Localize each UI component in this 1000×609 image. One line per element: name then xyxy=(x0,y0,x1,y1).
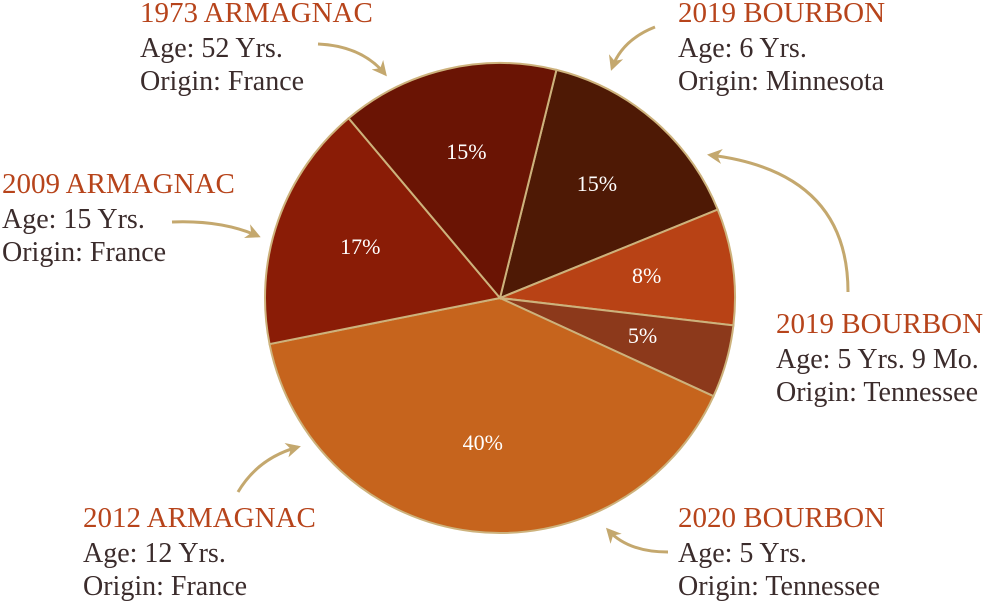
annotation-age: Age: 5 Yrs. xyxy=(678,538,807,569)
value-label: 15% xyxy=(446,139,486,164)
value-label: 8% xyxy=(632,263,661,288)
pie-slice xyxy=(347,62,558,301)
annotation-age: Age: 5 Yrs. 9 Mo. xyxy=(776,344,979,375)
value-label: 5% xyxy=(628,323,657,348)
arrows xyxy=(171,25,850,554)
arrow xyxy=(171,220,261,238)
annotation-origin: Origin: France xyxy=(140,66,304,97)
pie-slice xyxy=(499,208,736,327)
annotation-title: 2020 BOURBON xyxy=(678,502,885,534)
annotation-title: 2012 ARMAGNAC xyxy=(83,502,316,534)
pie-slice xyxy=(264,116,502,346)
annotation-origin: Origin: Tennessee xyxy=(776,377,978,408)
annotation-origin: Origin: France xyxy=(2,237,166,268)
arrow xyxy=(605,527,669,554)
annotation-title: 2009 ARMAGNAC xyxy=(2,168,235,200)
annotation-age: Age: 6 Yrs. xyxy=(678,33,807,64)
annotation-title: 2019 BOURBON xyxy=(678,0,885,29)
annotation-title: 1973 ARMAGNAC xyxy=(140,0,373,29)
arrow xyxy=(707,149,850,293)
arrow xyxy=(317,42,387,77)
arrow xyxy=(608,25,656,71)
annotation-origin: Origin: Minnesota xyxy=(678,66,885,97)
pie-slice xyxy=(268,296,715,534)
arrow xyxy=(236,442,301,493)
annotation-title: 2019 BOURBON xyxy=(776,308,983,340)
annotation-age: Age: 15 Yrs. xyxy=(2,204,145,235)
annotation-origin: Origin: Tennessee xyxy=(678,571,880,602)
pie: 15% 8% 5% 40% 17% 15% xyxy=(264,62,736,534)
value-label: 40% xyxy=(463,430,503,455)
pie-slice xyxy=(498,68,720,300)
annotation-origin: Origin: France xyxy=(83,571,247,602)
annotation-age: Age: 12 Yrs. xyxy=(83,538,226,569)
annotation-age: Age: 52 Yrs. xyxy=(140,33,283,64)
value-label: 15% xyxy=(577,171,617,196)
value-label: 17% xyxy=(340,234,380,259)
